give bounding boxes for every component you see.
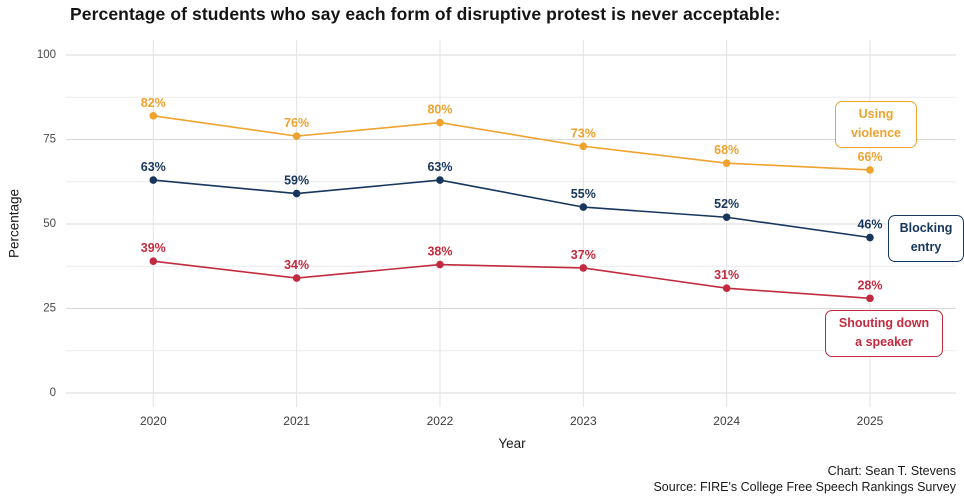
x-axis-title: Year	[498, 436, 526, 451]
credit-source: Source: FIRE's College Free Speech Ranki…	[653, 480, 956, 494]
data-point	[579, 142, 588, 151]
data-point	[866, 294, 874, 303]
data-point-label: 68%	[714, 143, 739, 157]
data-point-label: 73%	[571, 126, 596, 140]
data-point-label: 59%	[284, 174, 309, 188]
data-point	[722, 284, 731, 293]
y-tick-label: 100	[37, 49, 56, 61]
data-point-label: 39%	[141, 241, 166, 255]
data-point	[866, 233, 874, 242]
data-point	[292, 274, 301, 282]
y-tick-label: 50	[43, 218, 56, 230]
data-point-label: 52%	[714, 197, 739, 211]
data-point	[292, 132, 301, 140]
credit-chart-author: Chart: Sean T. Stevens	[827, 464, 956, 478]
data-point-label: 66%	[857, 150, 882, 164]
chart-title: Percentage of students who say each form…	[70, 4, 781, 24]
y-tick-label: 0	[50, 387, 56, 399]
x-tick-label: 2021	[283, 414, 310, 428]
data-point	[149, 176, 158, 184]
data-point-label: 46%	[857, 218, 882, 232]
data-point-label: 37%	[571, 248, 596, 262]
data-point-label: 34%	[284, 258, 309, 272]
data-point-label: 63%	[427, 160, 452, 174]
series-line	[153, 260, 871, 300]
data-point-label: 38%	[427, 245, 452, 259]
data-point	[292, 189, 301, 198]
data-point-label: 63%	[141, 160, 166, 174]
data-point-label: 82%	[141, 96, 166, 110]
data-point-label: 55%	[571, 187, 596, 201]
data-point	[436, 176, 444, 184]
data-point	[722, 159, 731, 167]
data-point	[579, 264, 588, 272]
x-tick-label: 2022	[427, 414, 454, 428]
data-point-label: 31%	[714, 268, 739, 282]
data-point	[436, 260, 444, 269]
data-point-label: 28%	[857, 278, 882, 292]
data-point	[149, 112, 158, 120]
series-line	[153, 115, 871, 171]
data-point	[149, 257, 158, 265]
legend-blocking-entry: Blocking entry	[888, 215, 964, 262]
legend-shouting-down-a-speaker: Shouting down a speaker	[825, 310, 943, 357]
series-line	[153, 179, 871, 239]
data-point	[436, 118, 444, 127]
y-tick-label: 75	[43, 134, 56, 146]
x-tick-label: 2025	[857, 414, 884, 428]
data-point	[866, 166, 874, 174]
x-tick-label: 2024	[713, 414, 740, 428]
y-axis-title: Percentage	[6, 188, 22, 259]
x-tick-label: 2020	[140, 414, 167, 428]
legend-using-violence: Using violence	[835, 101, 917, 148]
data-point	[579, 203, 588, 211]
x-tick-label: 2023	[570, 414, 597, 428]
data-point-label: 76%	[284, 116, 309, 130]
data-point	[722, 213, 731, 222]
credits-block: Chart: Sean T. Stevens Source: FIRE's Co…	[653, 463, 956, 495]
data-point-label: 80%	[427, 103, 452, 117]
y-tick-label: 25	[43, 303, 56, 315]
